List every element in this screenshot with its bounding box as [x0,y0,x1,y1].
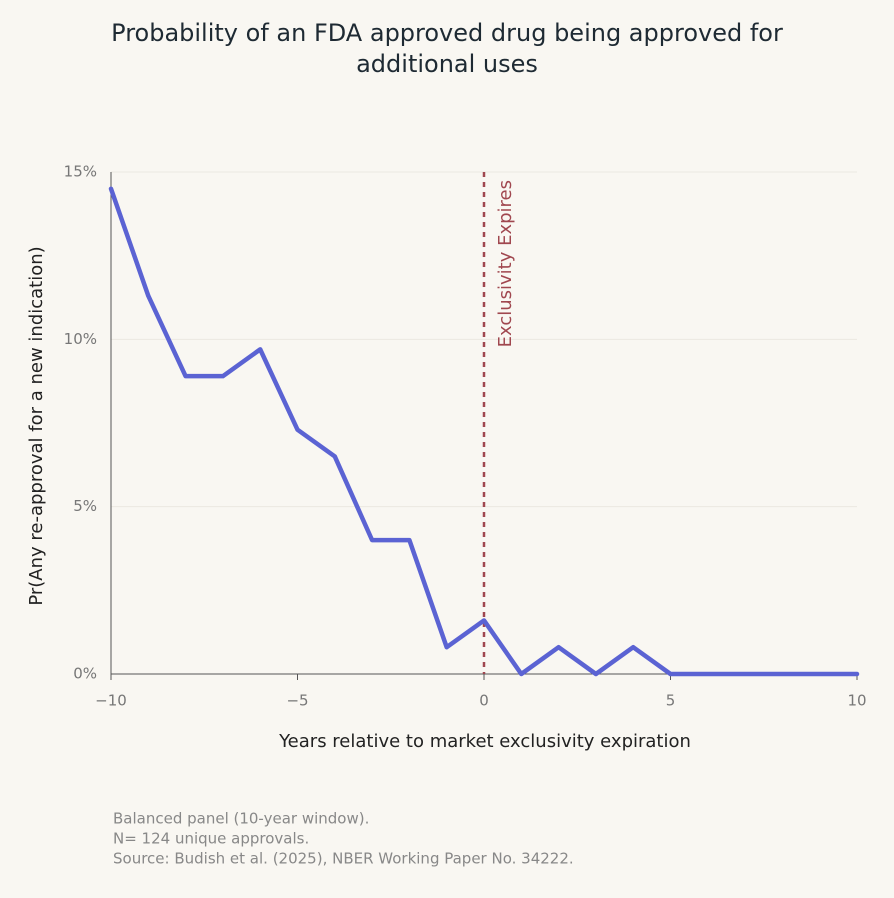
x-axis-label: Years relative to market exclusivity exp… [278,731,691,752]
caption: N= 124 unique approvals. [113,830,309,848]
x-tick-label: 10 [847,692,866,710]
y-tick-label: 5% [73,497,97,515]
caption: Balanced panel (10-year window). [113,810,369,828]
x-tick-label: 5 [666,692,676,710]
x-tick-label: −10 [95,692,127,710]
line [108,186,860,677]
caption: Source: Budish et al. (2025), NBER Worki… [113,850,574,868]
reference-label: Exclusivity Expires [495,180,516,347]
y-tick-label: 15% [64,163,97,181]
x-tick-label: 0 [479,692,489,710]
x-tick-label: −5 [286,692,308,710]
chart-title: Probability of an FDA approved drug bein… [111,19,783,78]
y-tick-label: 0% [73,665,97,683]
y-tick-label: 10% [64,330,97,348]
y-axis-label: Pr(Any re-approval for a new indication) [26,246,47,605]
